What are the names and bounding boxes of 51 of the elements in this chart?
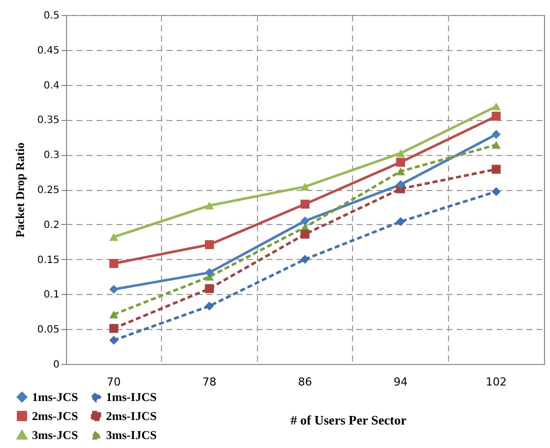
legend-label: 2ms-JCS [32,409,78,423]
point [109,336,118,345]
legend-label: 2ms-IJCS [106,409,157,423]
point [300,182,310,191]
point [204,302,214,311]
point [204,202,214,210]
y-tick-label: 0.1 [44,290,60,301]
point [300,216,310,226]
x-tick-label: 94 [394,376,408,388]
point [300,200,310,209]
point [492,130,501,139]
y-tick-label: 0.2 [44,220,60,231]
y-tick-label: 0.5 [44,10,60,22]
legend-label: 3ms-JCS [32,428,78,442]
point [396,149,406,158]
point [492,140,501,149]
point [492,102,501,110]
legend-label: 1ms-JCS [32,390,78,404]
y-tick-label: 0.45 [37,45,60,56]
point [109,233,118,241]
point [204,240,214,250]
y-tick-label: 0.15 [37,254,60,266]
point [109,284,118,294]
y-axis-title: Packet Drop Ratio [13,142,28,238]
point [109,259,118,268]
y-tick-label: 0.35 [37,115,60,126]
y-tick-label: 0.4 [44,80,60,92]
point [492,187,501,196]
legend-label: 1ms-IJCS [106,390,157,404]
point [204,284,214,294]
y-tick-label: 0.05 [37,324,60,336]
point [396,167,406,176]
x-tick-label: 70 [106,376,121,388]
point [396,217,406,226]
point [109,310,118,318]
x-tick-label: 86 [298,376,312,388]
point [109,324,118,333]
point [300,254,310,264]
y-tick-label: 0 [53,360,60,370]
legend-label: 3ms-IJCS [106,428,157,442]
x-tick-label: 102 [486,376,507,388]
point [492,164,501,174]
point [396,158,406,167]
x-axis-title: # of Users Per Sector [290,412,407,428]
point [492,112,501,121]
point [396,180,406,190]
x-tick-label: 78 [202,376,216,388]
point [300,230,310,239]
y-tick-label: 0.25 [37,185,60,196]
y-tick-label: 0.3 [44,150,60,162]
point [204,268,214,278]
